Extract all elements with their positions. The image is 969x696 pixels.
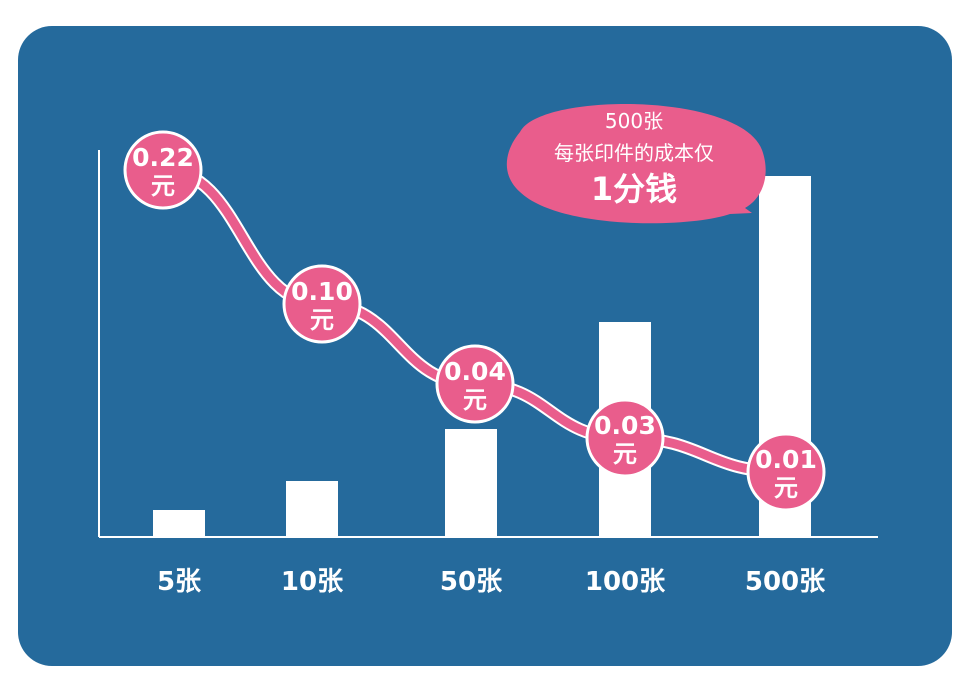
- cost-marker-4: [746, 432, 826, 512]
- cost-unit-4: 元: [774, 474, 798, 502]
- category-label-4: 500张: [745, 567, 826, 597]
- cost-value-3: 0.03: [594, 411, 656, 440]
- cost-point-2: 0.04元: [435, 344, 515, 424]
- cost-marker-1: [282, 264, 362, 344]
- cost-point-1: 0.10元: [282, 264, 362, 344]
- category-label-1: 10张: [281, 567, 344, 597]
- category-label-0: 5张: [157, 567, 202, 597]
- cost-value-2: 0.04: [444, 357, 506, 386]
- cost-point-4: 0.01元: [746, 432, 826, 512]
- callout-shape: [506, 103, 766, 224]
- cost-marker-3: [585, 398, 665, 478]
- cost-value-4: 0.01: [755, 445, 817, 474]
- callout-line-2: 每张印件的成本仅: [554, 141, 714, 165]
- cost-marker-0: [123, 130, 203, 210]
- cost-value-1: 0.10: [291, 277, 353, 306]
- cost-point-3: 0.03元: [585, 398, 665, 478]
- callout-line-3: 1分钱: [591, 170, 677, 208]
- category-label-3: 100张: [585, 567, 666, 597]
- callout-line-1: 500张: [605, 109, 663, 133]
- category-labels: 5张 10张 50张 100张 500张: [157, 567, 826, 597]
- cost-unit-3: 元: [613, 440, 637, 468]
- cost-marker-2: [435, 344, 515, 424]
- cost-unit-0: 元: [151, 172, 175, 200]
- callout-bubble: 500张 每张印件的成本仅 1分钱: [506, 103, 766, 224]
- bar-0: [153, 510, 205, 537]
- cost-unit-2: 元: [463, 386, 487, 414]
- cost-value-0: 0.22: [132, 143, 194, 172]
- bar-1: [286, 481, 338, 537]
- cost-point-0: 0.22元: [123, 130, 203, 210]
- bar-2: [445, 429, 497, 537]
- category-label-2: 50张: [440, 567, 503, 597]
- cost-unit-1: 元: [310, 306, 334, 334]
